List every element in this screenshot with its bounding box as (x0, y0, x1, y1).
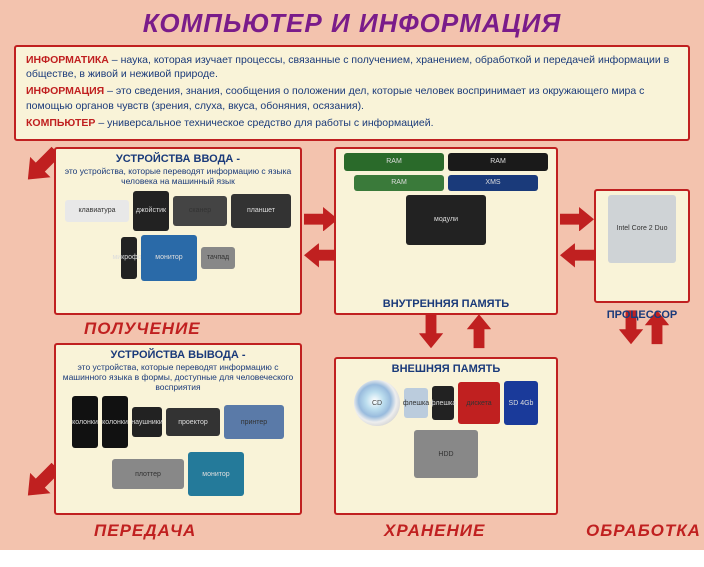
device-icon: сканер (173, 196, 227, 226)
block-footer: ВНУТРЕННЯЯ ПАМЯТЬ (336, 298, 556, 310)
device-icon: микрофон (121, 237, 137, 279)
device-icon: колонки (72, 396, 98, 448)
device-icon: плоттер (112, 459, 184, 489)
device-icons: CDфлешкафлешкадискетаSD 4GbHDD (336, 376, 556, 482)
device-icon: монитор (188, 452, 244, 496)
flow-arrow-icon (304, 207, 338, 231)
block-title: УСТРОЙСТВА ВВОДА -это устройства, которы… (56, 149, 300, 187)
def-kompyuter: КОМПЬЮТЕР – универсальное техническое ср… (26, 116, 678, 130)
diagram-area: УСТРОЙСТВА ВВОДА -это устройства, которы… (14, 147, 690, 567)
stage-label-store: ХРАНЕНИЕ (384, 521, 485, 541)
block-output: УСТРОЙСТВА ВЫВОДА -это устройства, котор… (54, 343, 302, 515)
device-icon: RAM (354, 175, 444, 191)
page: КОМПЬЮТЕР И ИНФОРМАЦИЯ ИНФОРМАТИКА – нау… (0, 0, 704, 550)
device-icon: планшет (231, 194, 291, 228)
stage-label-receive: ПОЛУЧЕНИЕ (84, 319, 201, 339)
device-icon: флешка (432, 386, 454, 420)
device-icon: проектор (166, 408, 220, 436)
def-text: – это сведения, знания, сообщения о поло… (26, 85, 644, 111)
device-icon: HDD (414, 430, 478, 478)
flow-arrow-icon (467, 314, 491, 348)
block-input: УСТРОЙСТВА ВВОДА -это устройства, которы… (54, 147, 302, 315)
device-icon: модули (406, 195, 486, 245)
device-icon: Intel Core 2 Duo (608, 195, 676, 263)
block-footer: ПРОЦЕССОР (596, 309, 688, 321)
def-text: – универсальное техническое средство для… (95, 117, 433, 129)
device-icon: дискета (458, 382, 500, 424)
flow-arrow-icon (560, 243, 594, 267)
device-icon: принтер (224, 405, 284, 439)
page-title: КОМПЬЮТЕР И ИНФОРМАЦИЯ (14, 8, 690, 39)
block-title: УСТРОЙСТВА ВЫВОДА -это устройства, котор… (56, 345, 300, 392)
device-icon: тачпад (201, 247, 235, 269)
device-icon: SD 4Gb (504, 381, 538, 425)
device-icon: CD (354, 380, 400, 426)
flow-arrow-icon (304, 243, 338, 267)
stage-label-transfer: ПЕРЕДАЧА (94, 521, 196, 541)
definitions-box: ИНФОРМАТИКА – наука, которая изучает про… (14, 45, 690, 141)
device-icons: клавиатураджойстиксканерпланшет микрофонм… (56, 187, 300, 285)
device-icon: RAM (344, 153, 444, 171)
stage-label-process: ОБРАБОТКА (586, 521, 701, 541)
device-icon: RAM (448, 153, 548, 171)
flow-arrow-icon (419, 314, 443, 348)
device-icon: клавиатура (65, 200, 129, 222)
device-icon: XMS (448, 175, 538, 191)
def-informaciya: ИНФОРМАЦИЯ – это сведения, знания, сообщ… (26, 84, 678, 112)
device-icon: монитор (141, 235, 197, 281)
device-icon: колонки (102, 396, 128, 448)
flow-arrow-icon (560, 207, 594, 231)
device-icon: джойстик (133, 191, 169, 231)
device-icons: RAMRAMRAMXMSмодули (336, 149, 556, 249)
device-icon: флешка (404, 388, 428, 418)
term: ИНФОРМАТИКА (26, 54, 109, 66)
block-storage: ВНЕШНЯЯ ПАМЯТЬCDфлешкафлешкадискетаSD 4G… (334, 357, 558, 515)
def-text: – наука, которая изучает процессы, связа… (26, 54, 669, 80)
device-icon: наушники (132, 407, 162, 437)
term: КОМПЬЮТЕР (26, 117, 95, 129)
device-icons: Intel Core 2 Duo (596, 191, 688, 267)
term: ИНФОРМАЦИЯ (26, 85, 104, 97)
def-informatika: ИНФОРМАТИКА – наука, которая изучает про… (26, 53, 678, 81)
block-title: ВНЕШНЯЯ ПАМЯТЬ (336, 359, 556, 376)
block-cpu: Intel Core 2 DuoПРОЦЕССОР (594, 189, 690, 303)
device-icons: колонкиколонкинаушникипроекторпринтерпло… (56, 392, 300, 500)
block-memory: RAMRAMRAMXMSмодулиВНУТРЕННЯЯ ПАМЯТЬ (334, 147, 558, 315)
